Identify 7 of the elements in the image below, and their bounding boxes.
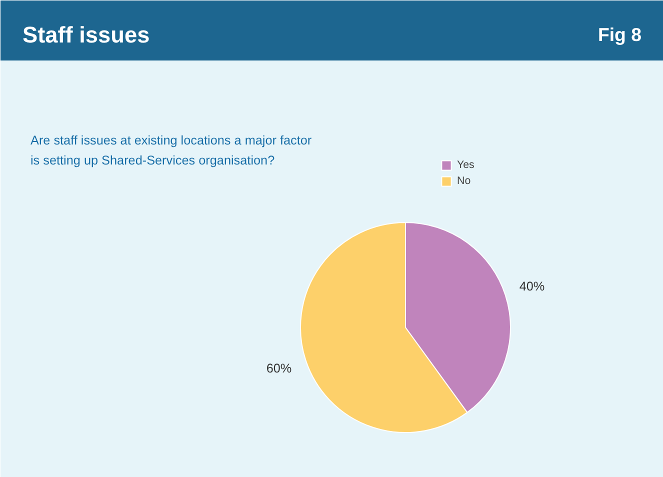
legend-label: No: [457, 175, 472, 187]
chart-subtitle: Are staff issues at existing locations a major factor is setting up Shared-Services organisation?: [30, 134, 312, 168]
chart-title: Staff issues: [22, 22, 150, 48]
legend-label: Yes: [457, 159, 476, 171]
data-label: 40%: [519, 279, 545, 294]
caption: Fig 8: [598, 24, 642, 45]
data-label: 60%: [266, 362, 292, 376]
